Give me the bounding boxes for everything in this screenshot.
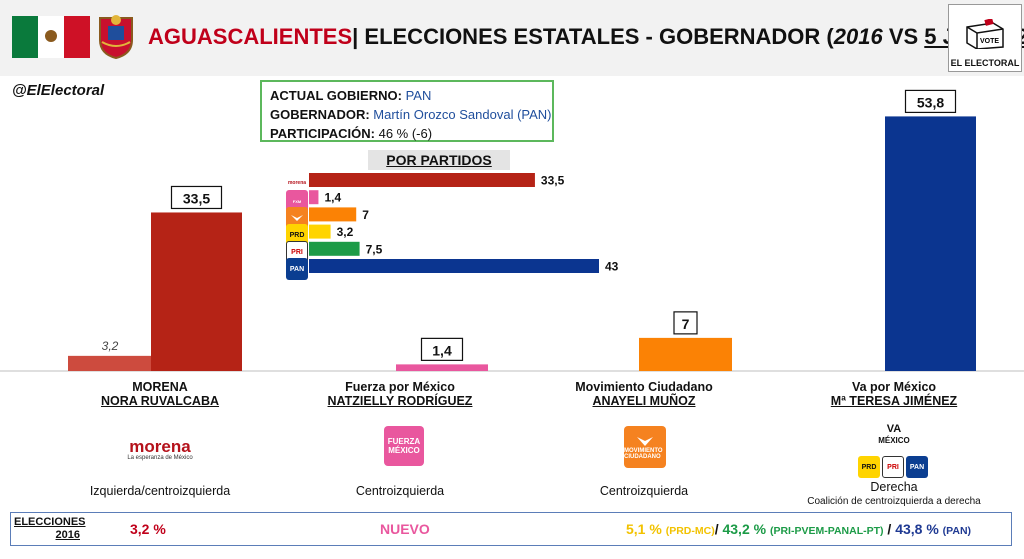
header-bar: AGUASCALIENTES| ELECCIONES ESTATALES - G…	[0, 0, 1024, 76]
bar-2022	[639, 337, 732, 371]
party-bar	[309, 224, 331, 239]
vote-label: VOTE	[980, 38, 999, 45]
party-bar-label: 43	[605, 260, 619, 274]
prd-mc-value: 5,1 %	[626, 521, 662, 537]
prd-icon: PRD	[858, 456, 880, 478]
party-bar	[309, 241, 360, 256]
mc-logo: MOVIMIENTO CIUDADANO	[624, 426, 666, 468]
candidate-name: NORA RUVALCABA	[100, 394, 220, 408]
pri-icon: PRI	[882, 456, 904, 478]
fxm-mini-icon: FXM	[286, 190, 308, 212]
gobierno-value: PAN	[405, 88, 432, 103]
prd-mini-icon: PRD	[286, 224, 308, 246]
participacion-value: 46 % (-6)	[378, 126, 433, 141]
pan-icon: PAN	[906, 456, 928, 478]
ideology-va: Derecha	[870, 480, 918, 494]
twitter-handle: @ElElectoral	[12, 82, 105, 99]
va-por-mexico-logo: VA MÉXICO	[878, 423, 910, 446]
party-bar-label: 7	[362, 208, 369, 222]
value-label: 7	[682, 316, 690, 332]
ideology-morena: Izquierda/centroizquierda	[89, 484, 231, 498]
results-2016-label: ELECCIONES 2016	[14, 516, 86, 541]
participacion-label: PARTICIPACIÓN:	[270, 126, 375, 141]
pri-tag: (PRI-PVEM-PANAL-PT)	[769, 525, 884, 537]
value-label: 33,5	[183, 190, 210, 206]
bar-2016-label: 3,2	[102, 339, 119, 353]
candidate-mc: Movimiento Ciudadano ANAYELI MUÑOZ	[544, 380, 744, 408]
gobernador-value: Martín Orozco Sandoval (PAN)	[373, 107, 552, 122]
candidate-party: Movimiento Ciudadano	[575, 380, 713, 394]
bar-2022	[885, 116, 976, 372]
value-label-box	[904, 89, 957, 114]
morena-logo: morena La esperanza de México	[127, 437, 193, 461]
ideology-mc: Centroizquierda	[599, 484, 689, 498]
value-label-box	[170, 185, 223, 210]
results-2016-box	[10, 512, 1012, 546]
party-bar	[309, 207, 357, 222]
aguascalientes-shield-icon	[99, 15, 133, 60]
pri-value: 43,2 %	[722, 521, 767, 537]
pan-tag: (PAN)	[942, 525, 972, 537]
coalition-note: Coalición de centroizquierda a derecha	[807, 496, 981, 507]
candidate-name: Mª TERESA JIMÉNEZ	[830, 394, 958, 408]
result-2016-morena: 3,2 %	[130, 521, 166, 537]
candidate-va: Va por México Mª TERESA JIMÉNEZ	[794, 380, 994, 408]
page-title: AGUASCALIENTES| ELECCIONES ESTATALES - G…	[148, 24, 1024, 49]
candidate-party: Fuerza por México	[345, 380, 455, 394]
info-box: ACTUAL GOBIERNO: PAN GOBERNADOR: Martín …	[260, 80, 554, 142]
party-chart-title: POR PARTIDOS	[368, 150, 510, 170]
party-bar	[309, 259, 599, 273]
value-label: 53,8	[917, 94, 944, 110]
candidate-morena: MORENA NORA RUVALCABA	[60, 380, 260, 408]
gobierno-label: ACTUAL GOBIERNO:	[270, 88, 402, 103]
fxm-logo: FUERZA MÉXICO	[384, 426, 424, 466]
prd-mc-tag: (PRD-MC)	[665, 525, 715, 537]
candidate-name: NATZIELLY RODRÍGUEZ	[327, 394, 473, 408]
brand-label: EL ELECTORAL	[950, 58, 1020, 68]
ballot-box-icon: VOTE	[966, 19, 1004, 49]
el-electoral-logo: VOTE EL ELECTORAL	[948, 4, 1022, 72]
candidate-party: Va por México	[851, 380, 937, 394]
mc-mini-icon	[286, 207, 308, 229]
candidate-fxm: Fuerza por México NATZIELLY RODRÍGUEZ	[300, 380, 500, 408]
candidate-party: MORENA	[132, 380, 188, 394]
bar-2022	[151, 212, 242, 371]
value-label-box	[673, 311, 698, 335]
result-2016-others: 5,1 % (PRD-MC)/ 43,2 % (PRI-PVEM-PANAL-P…	[626, 521, 972, 537]
value-label-box	[420, 337, 464, 361]
value-label: 1,4	[432, 342, 452, 358]
party-bar	[309, 190, 319, 205]
pan-mini-icon: PAN	[286, 258, 308, 280]
party-bar-label: 33,5	[541, 174, 565, 188]
party-bar-label: 7,5	[366, 242, 383, 256]
candidate-name: ANAYELI MUÑOZ	[592, 394, 696, 408]
party-bar	[309, 173, 535, 187]
bar-2022	[396, 364, 488, 371]
result-2016-fxm: NUEVO	[380, 521, 430, 537]
mexico-flag-icon	[12, 16, 90, 58]
party-bar-label: 3,2	[337, 225, 354, 239]
pan-value: 43,8 %	[895, 521, 939, 537]
ideology-fxm: Centroizquierda	[355, 484, 445, 498]
morena-mini-icon: morena	[286, 172, 308, 194]
party-bar-label: 1,4	[324, 191, 341, 205]
eagle-icon	[637, 437, 653, 446]
bar-2016	[68, 355, 152, 371]
gobernador-label: GOBERNADOR:	[270, 107, 370, 122]
